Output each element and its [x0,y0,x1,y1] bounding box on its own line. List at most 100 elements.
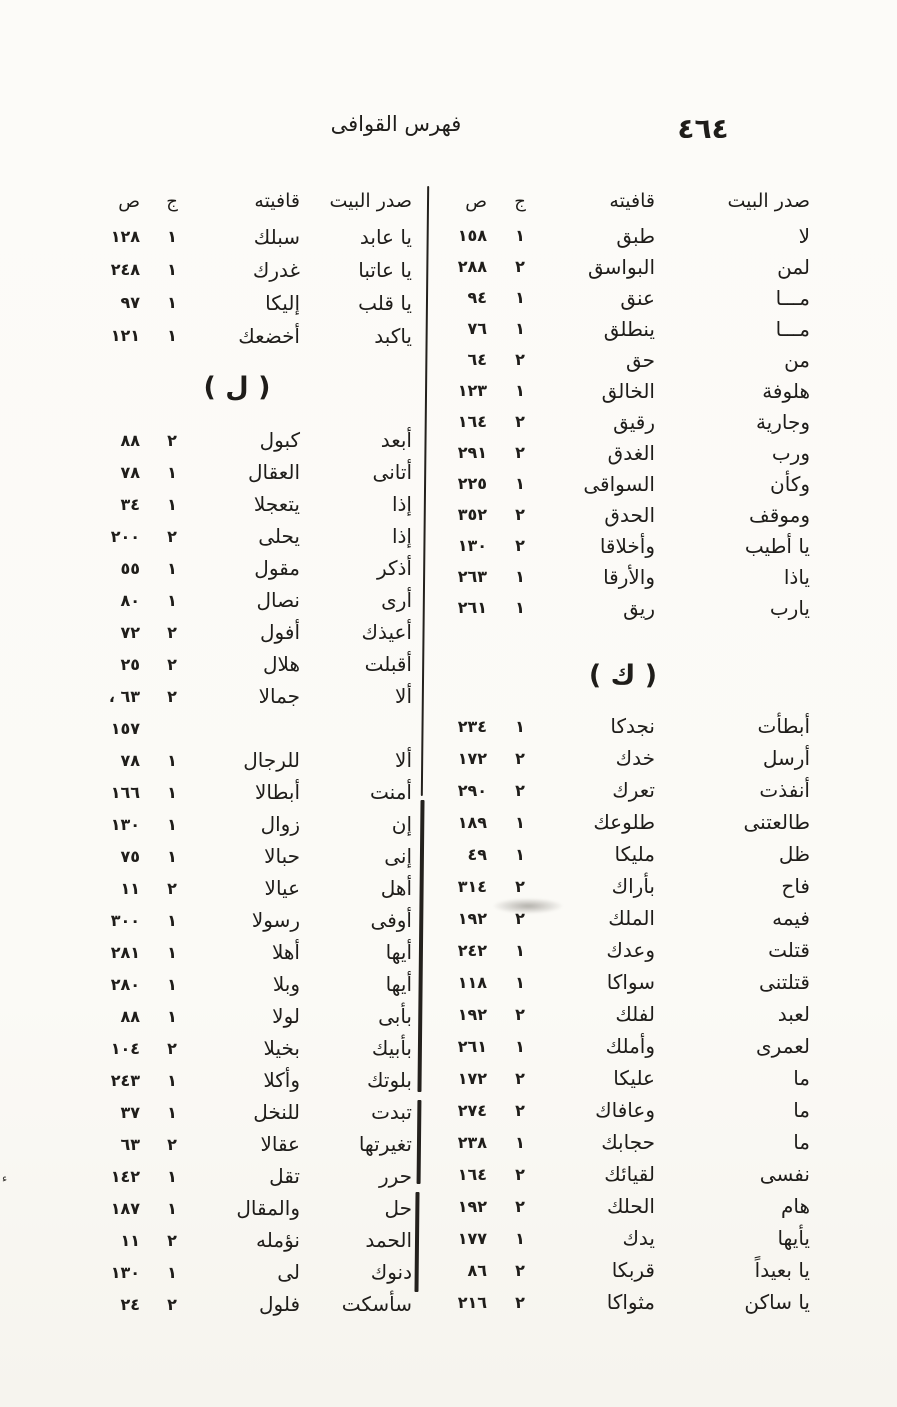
cell-safha: ٣٠٠ [110,910,140,930]
cell-sadr: ما [793,1066,810,1090]
cell-qafiya: يدك [622,1226,655,1250]
cell-qafiya: رقيق [613,409,655,434]
table-row: لمن البواسق ٢ ٢٨٨ [436,251,810,282]
cell-sadr: فاح [781,874,810,898]
cell-sadr: ألا [395,684,412,708]
cell-juz: ١ [515,1132,525,1152]
cell-safha: ١٣٠ [110,814,140,834]
cell-qafiya: نجدكا [610,714,655,738]
table-row: أعيذك أفول ٢ ٧٢ [62,616,412,648]
cell-sadr: ياذا [783,564,810,589]
cell-sadr: ما [793,1130,810,1154]
cell-qafiya: حق [625,347,655,372]
cell-safha: ٢٨٨ [457,257,487,276]
cell-safha: ٢٣٤ [457,716,487,736]
cell-qafiya: حبالا [264,844,300,868]
cell-qafiya: ريق [623,595,655,620]
column-divider [420,186,430,796]
table-row: لعمرى وأملك ١ ٢٦١ [436,1030,810,1062]
table-row: وموقف الحدق ٢ ٣٥٢ [436,499,810,530]
table-row: لعبد لفلك ٢ ١٩٢ [436,998,810,1030]
cell-safha: ٦٤ [467,350,487,369]
cell-sadr: الحمد [365,1228,412,1252]
cell-qafiya: يتعجلا [253,492,300,516]
cell-juz: ١ [167,227,177,246]
header-cell-qafiya: قافيته [254,190,300,212]
cell-qafiya: جمالا [258,684,300,708]
cell-qafiya: العقال [247,460,300,484]
page-number: ٤٦٤ [677,112,729,145]
cell-safha: ٨٠ [120,590,140,610]
cell-safha: ١٤٢ [110,1166,140,1186]
cell-qafiya: مثواكا [606,1290,655,1314]
cell-sadr: أيها [385,972,412,996]
cell-qafiya: عقالا [260,1132,300,1156]
cell-safha: ٢٥ [120,654,140,674]
header-cell-sadr: صدر البيت [727,190,810,212]
cell-safha: ٢٤٣ [110,1070,140,1090]
cell-juz: ٢ [167,1294,177,1314]
cell-safha: ٢٤٢ [457,940,487,960]
cell-qafiya: أهلا [271,940,300,964]
cell-qafiya: البواسق [587,254,655,279]
table-row: ١٥٧ [62,712,412,744]
cell-safha: ٤٩ [467,844,487,864]
cell-safha: ٧٥ [120,846,140,866]
ink-smudge [492,898,564,914]
cell-juz: ١ [167,260,177,279]
cell-sadr: أهل [380,876,412,900]
table-row: أهل عيالا ٢ ١١ [62,872,412,904]
cell-juz: ١ [515,1036,525,1056]
cell-safha: ١٩٢ [457,1004,487,1024]
cell-safha: ١٧٧ [457,1228,487,1248]
table-row: أذكر مقول ١ ٥٥ [62,552,412,584]
cell-juz: ٢ [167,686,177,706]
cell-safha: ١٥٧ [110,718,140,738]
table-row: تغيرتها عقالا ٢ ٦٣ [62,1128,412,1160]
cell-sadr: يا عابد [359,224,412,249]
cell-sadr: بأبيك [371,1036,412,1060]
cell-qafiya: أفول [260,620,300,644]
table-row: دنوك لى ١ ١٣٠ [62,1256,412,1288]
cell-sadr: ألا [395,748,412,772]
table-row: إنى حبالا ١ ٧٥ [62,840,412,872]
table-row: ما حجابك ١ ٢٣٨ [436,1126,810,1158]
page-title: فهرس القوافى [330,112,462,136]
cell-sadr: ياكبد [374,323,412,348]
cell-juz: ٢ [167,1134,177,1154]
cell-qafiya: وأخلاقا [599,533,655,558]
cell-safha: ٧٨ [120,462,140,482]
cell-juz: ٢ [515,1068,525,1088]
table-row: يا أطيب وأخلاقا ٢ ١٣٠ [436,530,810,561]
cell-qafiya: للرجال [243,748,300,772]
cell-sadr: لا [798,223,810,248]
cell-sadr: هلوفة [762,378,810,403]
cell-sadr: يا ساكن [744,1290,810,1314]
cell-juz: ٢ [515,536,525,555]
table-row: يا ساكن مثواكا ٢ ٢١٦ [436,1286,810,1318]
cell-safha: ١٨٧ [110,1198,140,1218]
table-row: ياكبد أخضعك ١ ١٢١ [62,319,412,352]
cell-sadr: تبدت [371,1100,412,1124]
cell-safha: ٦٣ ، [108,686,140,706]
cell-juz: ١ [515,226,525,245]
cell-safha: ١٢١ [110,326,140,345]
header-row: صدر البيت قافيته ج ص [62,186,412,216]
cell-sadr: بلوتك [367,1068,412,1092]
cell-juz: ١ [515,1228,525,1248]
cell-safha: ٣٥٢ [457,505,487,524]
cell-sadr: لعبد [777,1002,810,1026]
table-row: مـــا عنق ١ ٩٤ [436,282,810,313]
cell-qafiya: تعرك [612,778,655,802]
cell-qafiya: عيالا [264,876,300,900]
cell-qafiya: سبلك [253,224,300,249]
cell-safha: ١٧٢ [457,1068,487,1088]
cell-qafiya: نؤمله [256,1228,300,1252]
cell-sadr: إن [391,812,412,836]
table-row: أبعد كبول ٢ ٨٨ [62,424,412,456]
cell-safha: ٢١٦ [457,1292,487,1312]
cell-juz: ٢ [515,1164,525,1184]
section-heading-lam: ( ل ) [203,371,271,403]
cell-safha: ٢٤٨ [110,260,140,279]
